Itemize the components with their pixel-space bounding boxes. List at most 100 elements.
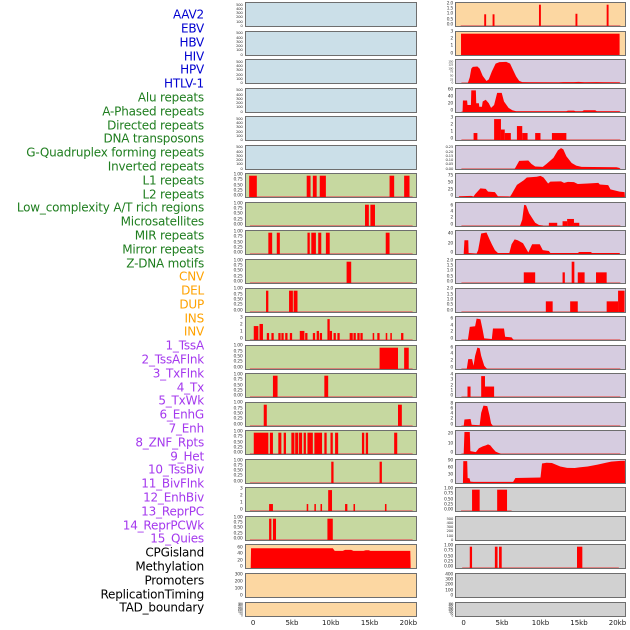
y-tick-label-z-dna-motifs: 0.75 xyxy=(233,520,243,526)
y-tick-label-promoters: 0.25 xyxy=(443,559,453,565)
y-tick-label-cnv: 40 xyxy=(237,552,243,557)
y-tick-label-hpv: 500 xyxy=(235,115,243,121)
track-label-microsatellites: Microsatellites xyxy=(120,214,205,229)
y-tick-label-12-enhbiv: 3 xyxy=(450,378,453,384)
panel-g-quadruplex-forming-repeats xyxy=(244,287,417,313)
track-label-directed-repeats: Directed repeats xyxy=(107,118,204,133)
y-tick-label-microsatellites: 0.00 xyxy=(233,450,243,456)
y-tick-label-dup: 50 xyxy=(239,611,243,616)
y-tick-label-14-reprpcwk: 10 xyxy=(447,441,454,447)
y-tick-label-1-tssa: 75 xyxy=(449,69,453,74)
y-tick-label-tad-boundary: 0 xyxy=(451,613,453,618)
y-tick-label-z-dna-motifs: 0.00 xyxy=(233,536,243,542)
y-tick-label-cnv: 60 xyxy=(237,545,243,551)
y-tick-label-dup: 250 xyxy=(237,604,243,609)
y-tick-label-hpv: 100 xyxy=(235,132,243,138)
y-tick-label-tad-boundary: 350 xyxy=(448,601,453,606)
y-tick-label-hbv: 0 xyxy=(240,80,243,86)
y-tick-label-a-phased-repeats: 1.00 xyxy=(233,201,243,207)
y-tick-label-6-enhg: 6 xyxy=(450,203,453,209)
y-tick-label-mir-repeats: 0.25 xyxy=(233,474,243,480)
y-tick-label-promoters: 0.75 xyxy=(443,549,453,555)
y-tick-label-alu-repeats: 0.50 xyxy=(233,183,243,189)
track-label-13-reprpc: 13_ReprPC xyxy=(141,504,204,519)
y-tick-label-mir-repeats: 0.75 xyxy=(233,463,243,469)
y-tick-label-hpv: 0 xyxy=(240,137,243,143)
y-tick-label-11-bivflnk: 0 xyxy=(450,365,453,371)
track-label-cpgisland: CPGisland xyxy=(145,545,204,560)
y-tick-label-6-enhg: 2 xyxy=(450,216,453,222)
y-tick-label-10-tssbiv: 2 xyxy=(450,330,453,336)
y-tick-label-tad-boundary: 300 xyxy=(448,602,453,607)
y-tick-label-low-complexity-a-t-rich-regions: 1.00 xyxy=(233,401,243,407)
y-tick-label-12-enhbiv: 4 xyxy=(450,372,453,378)
panel-dup xyxy=(244,601,417,617)
track-label-methylation: Methylation xyxy=(135,559,204,574)
y-tick-label-10-tssbiv: 6 xyxy=(450,317,453,323)
y-tick-label-hiv: 500 xyxy=(235,87,243,93)
x-axis-label-r-20kb: 20kb xyxy=(608,619,627,627)
panel-z-dna-motifs xyxy=(244,515,417,541)
y-tick-label-directed-repeats: 0.75 xyxy=(233,235,243,241)
track-label-ebv: EBV xyxy=(180,21,204,36)
y-tick-label-10-tssbiv: 4 xyxy=(450,323,453,329)
y-tick-label-a-phased-repeats: 0.75 xyxy=(233,206,243,212)
y-tick-label-microsatellites: 0.75 xyxy=(233,434,243,440)
y-tick-label-1-tssa: 100 xyxy=(448,66,453,71)
track-label-z-dna-motifs: Z-DNA motifs xyxy=(126,256,204,270)
y-tick-label-14-reprpcwk: 20 xyxy=(447,431,454,437)
track-label-10-tssbiv: 10_TssBiv xyxy=(148,462,204,477)
panel-11-bivflnk xyxy=(455,344,626,370)
y-tick-label-ebv: 0 xyxy=(240,51,243,57)
panel-10-tssbiv xyxy=(455,316,626,342)
panel-methylation xyxy=(455,515,626,541)
y-tick-label-hbv: 300 xyxy=(235,67,243,73)
y-tick-label-cpgisland: 1.00 xyxy=(443,486,453,492)
panel-12-enhbiv xyxy=(455,373,626,399)
y-tick-label-htlv-1: 200 xyxy=(235,157,243,163)
y-tick-label-tad-boundary: 50 xyxy=(449,611,453,616)
y-tick-label-aav2: 300 xyxy=(235,10,243,16)
y-tick-label-inverted-repeats: 3 xyxy=(239,315,243,321)
panel-low-complexity-a-t-rich-regions xyxy=(244,401,417,427)
y-tick-label-cnv: 20 xyxy=(237,558,243,564)
y-tick-label-replicationtiming: 400 xyxy=(445,572,453,578)
y-tick-label-l2-repeats: 0.25 xyxy=(233,388,243,394)
panel-mir-repeats xyxy=(244,458,417,484)
x-axis-label-r-15kb: 15kb xyxy=(570,619,588,627)
y-tick-label-replicationtiming: 200 xyxy=(445,583,453,589)
x-axis-label-l-20kb: 20kb xyxy=(399,619,418,627)
y-tick-label-g-quadruplex-forming-repeats: 0.00 xyxy=(233,308,243,314)
y-tick-label-aav2: 500 xyxy=(235,1,243,7)
y-tick-label-4-tx: 0.20 xyxy=(445,148,454,154)
track-label-dup: DUP xyxy=(179,297,204,312)
track-label-3-txflnk: 3_TxFlnk xyxy=(152,366,204,381)
y-tick-label-2-tssaflnk: 60 xyxy=(447,87,454,93)
y-tick-label-dna-transposons: 0.50 xyxy=(233,269,243,274)
y-tick-label-inv: 0 xyxy=(450,51,453,57)
y-tick-label-11-bivflnk: 4 xyxy=(450,352,453,358)
y-tick-label-methylation: 200 xyxy=(446,528,453,534)
y-tick-label-a-phased-repeats: 0.00 xyxy=(233,222,243,228)
y-tick-label-9-het: 1.0 xyxy=(446,297,454,303)
y-tick-label-4-tx: 0.00 xyxy=(445,165,454,171)
y-tick-label-4-tx: 0.10 xyxy=(445,157,454,163)
y-tick-label-4-tx: 0.25 xyxy=(445,144,454,150)
y-tick-label-g-quadruplex-forming-repeats: 1.00 xyxy=(233,286,243,292)
y-tick-label-ebv: 500 xyxy=(235,30,243,36)
panel-6-enhg xyxy=(455,201,626,227)
y-tick-label-directed-repeats: 0.25 xyxy=(233,245,243,251)
y-tick-label-low-complexity-a-t-rich-regions: 0.25 xyxy=(233,417,243,423)
y-tick-label-promoters: 0.00 xyxy=(443,565,453,571)
y-tick-label-8-znf-rpts: 1.5 xyxy=(446,263,454,269)
y-tick-label-10-tssbiv: 0 xyxy=(450,336,453,342)
track-label-low-complexity-a-t-rich-regions: Low_complexity A/T rich regions xyxy=(16,200,204,215)
y-tick-label-dup: 350 xyxy=(237,601,243,606)
y-tick-label-alu-repeats: 1.00 xyxy=(233,172,243,178)
panel-hiv xyxy=(244,87,417,113)
y-tick-label-13-reprpc: 6 xyxy=(450,406,453,412)
x-axis-label-r-10kb: 10kb xyxy=(531,619,550,627)
panel-directed-repeats xyxy=(244,230,417,256)
y-tick-label-ebv: 400 xyxy=(235,34,243,40)
